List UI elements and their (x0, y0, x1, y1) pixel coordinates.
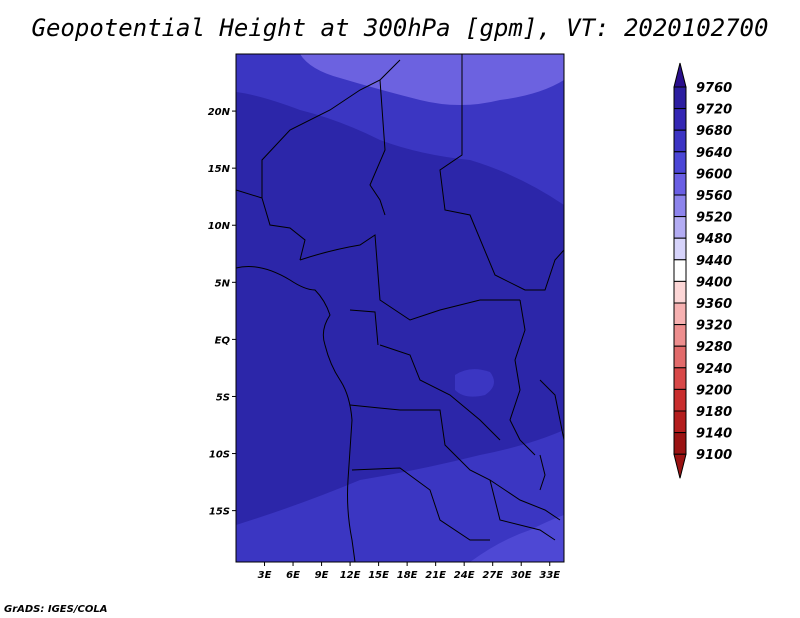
footer-credit: GrADS: IGES/COLA (4, 604, 108, 615)
x-tick-label: 33E (539, 570, 560, 581)
colorbar-label: 9600 (696, 167, 732, 182)
x-tick-label: 18E (397, 570, 418, 581)
y-tick-label: 10S (209, 450, 230, 461)
colorbar-swatch (673, 367, 687, 390)
x-tick-label: 30E (511, 570, 532, 581)
colorbar-swatch (673, 302, 687, 326)
colorbar-label: 9760 (696, 81, 732, 96)
x-tick-label: 12E (340, 570, 361, 581)
colorbar-swatch (673, 129, 687, 153)
colorbar-swatch (673, 237, 687, 261)
colorbar-label: 9720 (696, 103, 732, 118)
y-tick-label: 15N (208, 164, 231, 175)
colorbar-label: 9200 (696, 383, 732, 398)
coastlines (236, 54, 564, 562)
colorbar-label: 9680 (696, 124, 732, 139)
x-tick-label: 9E (315, 570, 329, 581)
colorbar-bottom-arrow (673, 453, 687, 479)
colorbar-label: 9180 (696, 405, 732, 420)
colorbar-swatch (673, 432, 687, 455)
y-tick-label: 5N (215, 278, 231, 289)
fill-southeast-low (470, 515, 564, 562)
map-border (235, 53, 565, 563)
colorbar-label: 9520 (696, 211, 732, 226)
y-tick-label: EQ (215, 335, 231, 346)
colorbar-label: 9240 (696, 362, 732, 377)
colorbar-label: 9400 (696, 275, 732, 290)
y-tick-label: 10N (208, 221, 231, 232)
colorbar-swatch (673, 172, 687, 196)
colorbar-top-arrow (673, 62, 687, 88)
x-tick-label: 24E (454, 570, 475, 581)
y-axis: 20N 15N 10N 5N EQ 5S 10S 15S (208, 107, 236, 518)
colorbar-label: 9440 (696, 254, 732, 269)
colorbar-swatch (673, 108, 687, 131)
colorbar: 9760 9720 9680 9640 9600 9560 9520 9480 9440 9400… (673, 62, 732, 479)
colorbar-swatch (673, 345, 687, 369)
x-tick-label: 27E (482, 570, 503, 581)
fill-south-band (236, 430, 564, 562)
y-tick-label: 5S (216, 392, 230, 403)
colorbar-swatch (673, 324, 687, 347)
colorbar-label: 9560 (696, 189, 732, 204)
x-tick-label: 6E (286, 570, 300, 581)
x-tick-label: 3E (258, 570, 272, 581)
colorbar-swatch (673, 259, 687, 282)
colorbar-swatch (673, 194, 687, 218)
x-tick-label: 15E (368, 570, 389, 581)
colorbar-swatch (673, 151, 687, 174)
colorbar-label: 9280 (696, 340, 732, 355)
colorbar-label: 9640 (696, 146, 732, 161)
x-tick-label: 21E (425, 570, 446, 581)
colorbar-swatch (673, 216, 687, 239)
colorbar-swatch (673, 410, 687, 434)
y-tick-label: 15S (209, 507, 230, 518)
colorbar-swatch (673, 280, 687, 304)
x-axis: 3E 6E 9E 12E 15E 18E 21E 24E 27E 30E 33E (258, 562, 560, 581)
map-panel (235, 53, 565, 563)
colorbar-swatch (673, 388, 687, 412)
colorbar-label: 9140 (696, 427, 732, 442)
colorbar-label: 9480 (696, 232, 732, 247)
colorbar-label: 9100 (696, 448, 732, 463)
fill-congo-patch (455, 369, 494, 397)
fill-north-low (300, 54, 564, 105)
colorbar-label: 9320 (696, 319, 732, 334)
colorbar-label: 9360 (696, 297, 732, 312)
chart-title: Geopotential Height at 300hPa [gpm], VT:… (31, 14, 769, 42)
y-tick-label: 20N (208, 107, 231, 118)
colorbar-swatch (673, 86, 687, 110)
